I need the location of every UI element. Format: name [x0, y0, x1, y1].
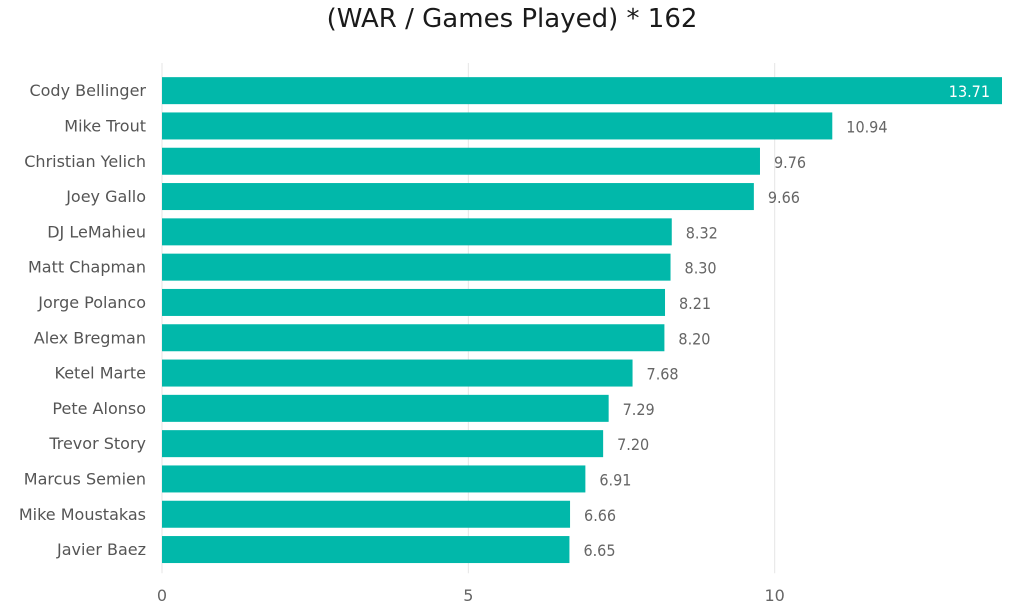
category-label-matt-chapman: Matt Chapman [28, 258, 146, 277]
category-label-mike-trout: Mike Trout [64, 116, 146, 135]
value-label-matt-chapman: 8.30 [685, 259, 717, 278]
bar-alex-bregman[interactable] [162, 324, 665, 352]
bar-matt-chapman[interactable] [162, 253, 671, 281]
value-label-trevor-story: 7.20 [617, 435, 649, 454]
value-label-christian-yelich: 9.76 [774, 153, 806, 172]
category-label-marcus-semien: Marcus Semien [24, 469, 146, 488]
category-label-pete-alonso: Pete Alonso [52, 399, 146, 418]
bar-christian-yelich[interactable] [162, 147, 760, 175]
x-tick-label-5: 5 [463, 586, 473, 605]
bar-pete-alonso[interactable] [162, 394, 609, 422]
category-label-alex-bregman: Alex Bregman [34, 328, 146, 347]
category-label-mike-moustakas: Mike Moustakas [19, 505, 146, 524]
category-label-jorge-polanco: Jorge Polanco [37, 293, 146, 312]
bars [162, 77, 1002, 564]
category-label-joey-gallo: Joey Gallo [65, 187, 146, 206]
bar-mike-moustakas[interactable] [162, 500, 571, 528]
value-label-mike-moustakas: 6.66 [584, 506, 616, 525]
chart-title: (WAR / Games Played) * 162 [326, 4, 698, 34]
value-label-cody-bellinger: 13.71 [949, 82, 990, 101]
value-label-ketel-marte: 7.68 [647, 365, 679, 384]
x-tick-label-0: 0 [157, 586, 167, 605]
bar-marcus-semien[interactable] [162, 465, 586, 493]
value-label-joey-gallo: 9.66 [768, 188, 800, 207]
category-label-ketel-marte: Ketel Marte [55, 364, 147, 383]
value-label-alex-bregman: 8.20 [678, 329, 710, 348]
value-label-javier-baez: 6.65 [583, 541, 615, 560]
category-label-trevor-story: Trevor Story [48, 434, 146, 453]
bar-cody-bellinger[interactable] [162, 77, 1002, 105]
value-label-marcus-semien: 6.91 [599, 470, 631, 489]
value-label-mike-trout: 10.94 [846, 117, 887, 136]
category-label-christian-yelich: Christian Yelich [24, 152, 146, 171]
value-label-dj-lemahieu: 8.32 [686, 223, 718, 242]
bar-javier-baez[interactable] [162, 536, 570, 564]
x-axis-ticks: 0 5 10 [157, 586, 785, 605]
category-label-cody-bellinger: Cody Bellinger [29, 81, 146, 100]
category-labels: Cody Bellinger Mike Trout Christian Yelich… [19, 81, 147, 559]
bar-joey-gallo[interactable] [162, 183, 754, 211]
bar-jorge-polanco[interactable] [162, 288, 666, 316]
category-label-dj-lemahieu: DJ LeMahieu [47, 222, 146, 241]
bar-dj-lemahieu[interactable] [162, 218, 672, 246]
bar-ketel-marte[interactable] [162, 359, 633, 387]
bar-mike-trout[interactable] [162, 112, 833, 140]
value-label-jorge-polanco: 8.21 [679, 294, 711, 313]
category-label-javier-baez: Javier Baez [56, 540, 146, 559]
grid-lines [161, 63, 776, 574]
x-tick-label-10: 10 [765, 586, 785, 605]
value-labels: 13.71 10.94 9.76 9.66 8.32 8.30 8.21 8.20 7.68 7.… [583, 82, 990, 560]
bar-trevor-story[interactable] [162, 430, 604, 458]
value-label-pete-alonso: 7.29 [623, 400, 655, 419]
